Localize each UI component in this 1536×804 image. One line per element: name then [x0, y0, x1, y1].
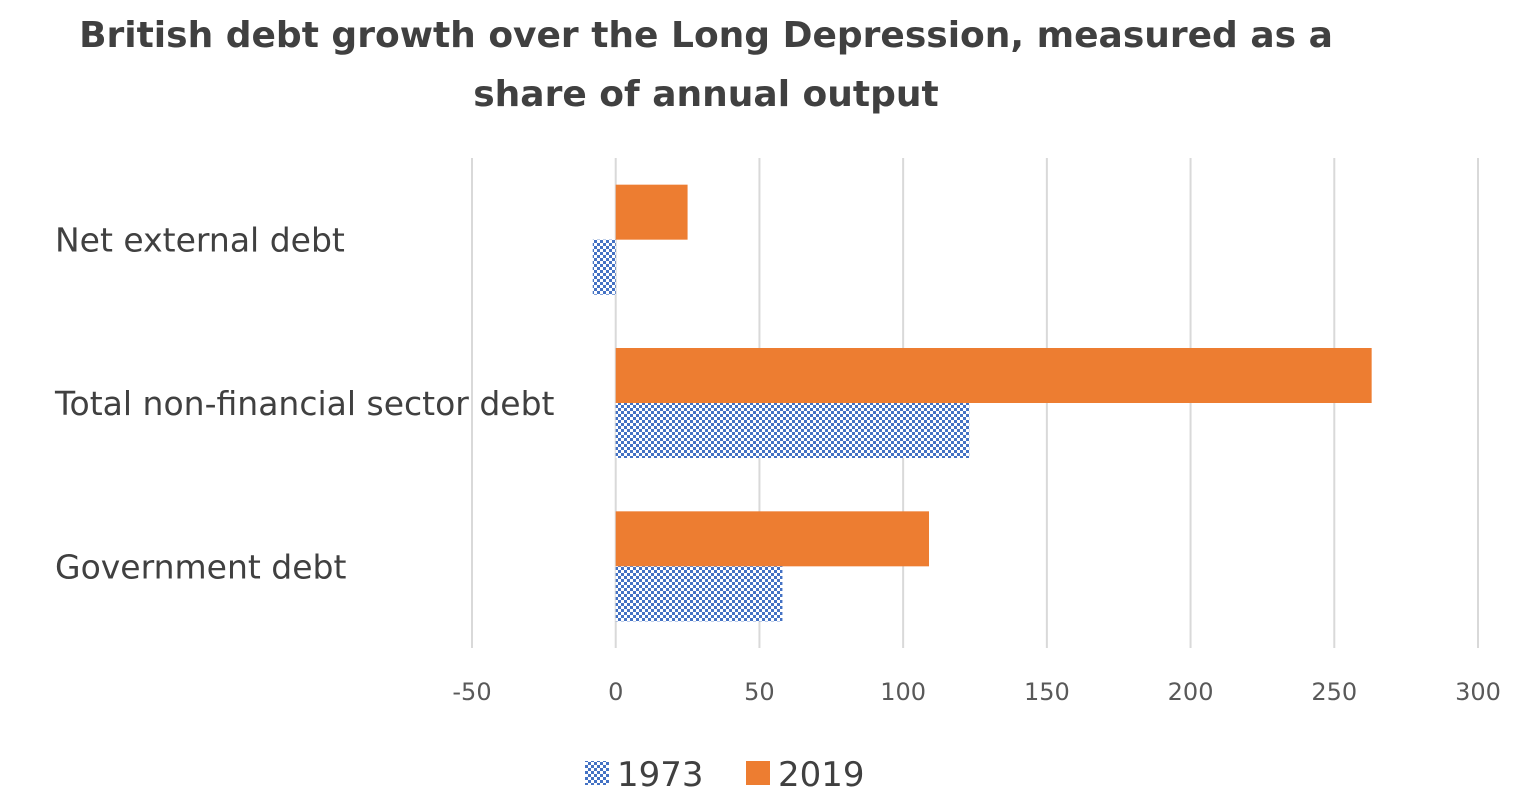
category-label-government-debt: Government debt	[55, 547, 346, 586]
bar-2019-total-non-financial-sector-debt	[615, 348, 1372, 403]
legend: 1973 2019	[585, 755, 865, 795]
x-tick-label: -50	[452, 678, 491, 706]
category-label-net-external-debt: Net external debt	[55, 221, 345, 260]
x-axis-tick-labels: -50 0 50 100 150 200 250 300	[452, 678, 1501, 706]
x-tick-label: 300	[1455, 678, 1501, 706]
legend-swatch-1973	[585, 761, 609, 785]
x-tick-label: 0	[608, 678, 623, 706]
chart-title-line-1: British debt growth over the Long Depres…	[79, 15, 1333, 56]
legend-label-2019: 2019	[778, 755, 865, 795]
chart-title-line-2: share of annual output	[473, 74, 939, 115]
x-tick-label: 250	[1311, 678, 1357, 706]
legend-swatch-2019	[746, 761, 770, 785]
bar-2019-government-debt	[615, 511, 930, 567]
x-tick-label: 150	[1024, 678, 1070, 706]
x-tick-label: 200	[1168, 678, 1214, 706]
bar-1973-total-non-financial-sector-debt	[615, 403, 970, 458]
bar-1973-government-debt	[615, 566, 783, 622]
x-tick-label: 50	[744, 678, 775, 706]
bar-1973-net-external-debt	[592, 239, 616, 295]
x-tick-label: 100	[880, 678, 926, 706]
bar-2019-net-external-debt	[615, 184, 688, 240]
category-label-total-non-financial-sector-debt: Total non-financial sector debt	[54, 384, 555, 423]
bars	[592, 184, 1372, 622]
category-labels: Net external debt Total non-financial sec…	[54, 221, 555, 587]
legend-label-1973: 1973	[617, 755, 704, 795]
